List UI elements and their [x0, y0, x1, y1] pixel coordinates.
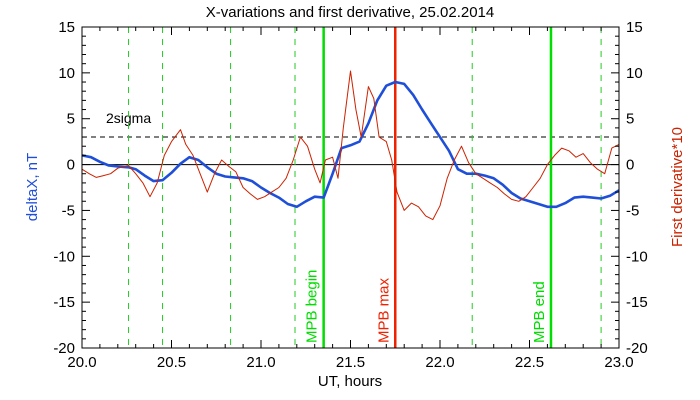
y-tick-label-left: -20: [53, 340, 75, 357]
derivative-series-line: [81, 70, 620, 221]
y-tick-label-right: -5: [626, 202, 639, 219]
y-tick-label-right: 15: [626, 19, 643, 36]
mpb-marker-label: MPB begin: [304, 270, 321, 343]
x-tick-label: 22.0: [425, 354, 454, 371]
threshold-label: 2sigma: [106, 110, 151, 126]
y-axis-label-left: deltaX, nT: [24, 153, 41, 221]
y-tick-label-right: -20: [626, 340, 648, 357]
x-tick-label: 21.0: [246, 354, 275, 371]
x-tick-label: 20.5: [157, 354, 186, 371]
y-tick-label-right: -15: [626, 294, 648, 311]
y-tick-label-right: 10: [626, 65, 643, 82]
mpb-marker-label: MPB end: [531, 281, 548, 343]
y-tick-label-left: 0: [67, 157, 75, 174]
y-tick-label-left: -15: [53, 294, 75, 311]
x-axis-label: UT, hours: [318, 373, 382, 390]
mpb-marker-label: MPB max: [375, 277, 392, 343]
x-tick-label: 21.5: [336, 354, 365, 371]
deltax-series-line: [81, 80, 620, 209]
chart-title: X-variations and first derivative, 25.02…: [206, 4, 495, 21]
x-tick-label: 22.5: [515, 354, 544, 371]
y-tick-label-left: 10: [58, 65, 75, 82]
y-tick-label-left: -5: [62, 202, 75, 219]
y-tick-label-left: 5: [67, 111, 75, 128]
y-tick-label-left: 15: [58, 19, 75, 36]
y-tick-label-right: 5: [626, 111, 634, 128]
x-tick-label: 23.0: [604, 354, 633, 371]
y-tick-label-left: -10: [53, 248, 75, 265]
y-tick-label-right: -10: [626, 248, 648, 265]
x-tick-label: 20.0: [67, 354, 96, 371]
y-axis-label-right: First derivative*10: [669, 127, 686, 247]
y-tick-label-right: 0: [626, 157, 634, 174]
